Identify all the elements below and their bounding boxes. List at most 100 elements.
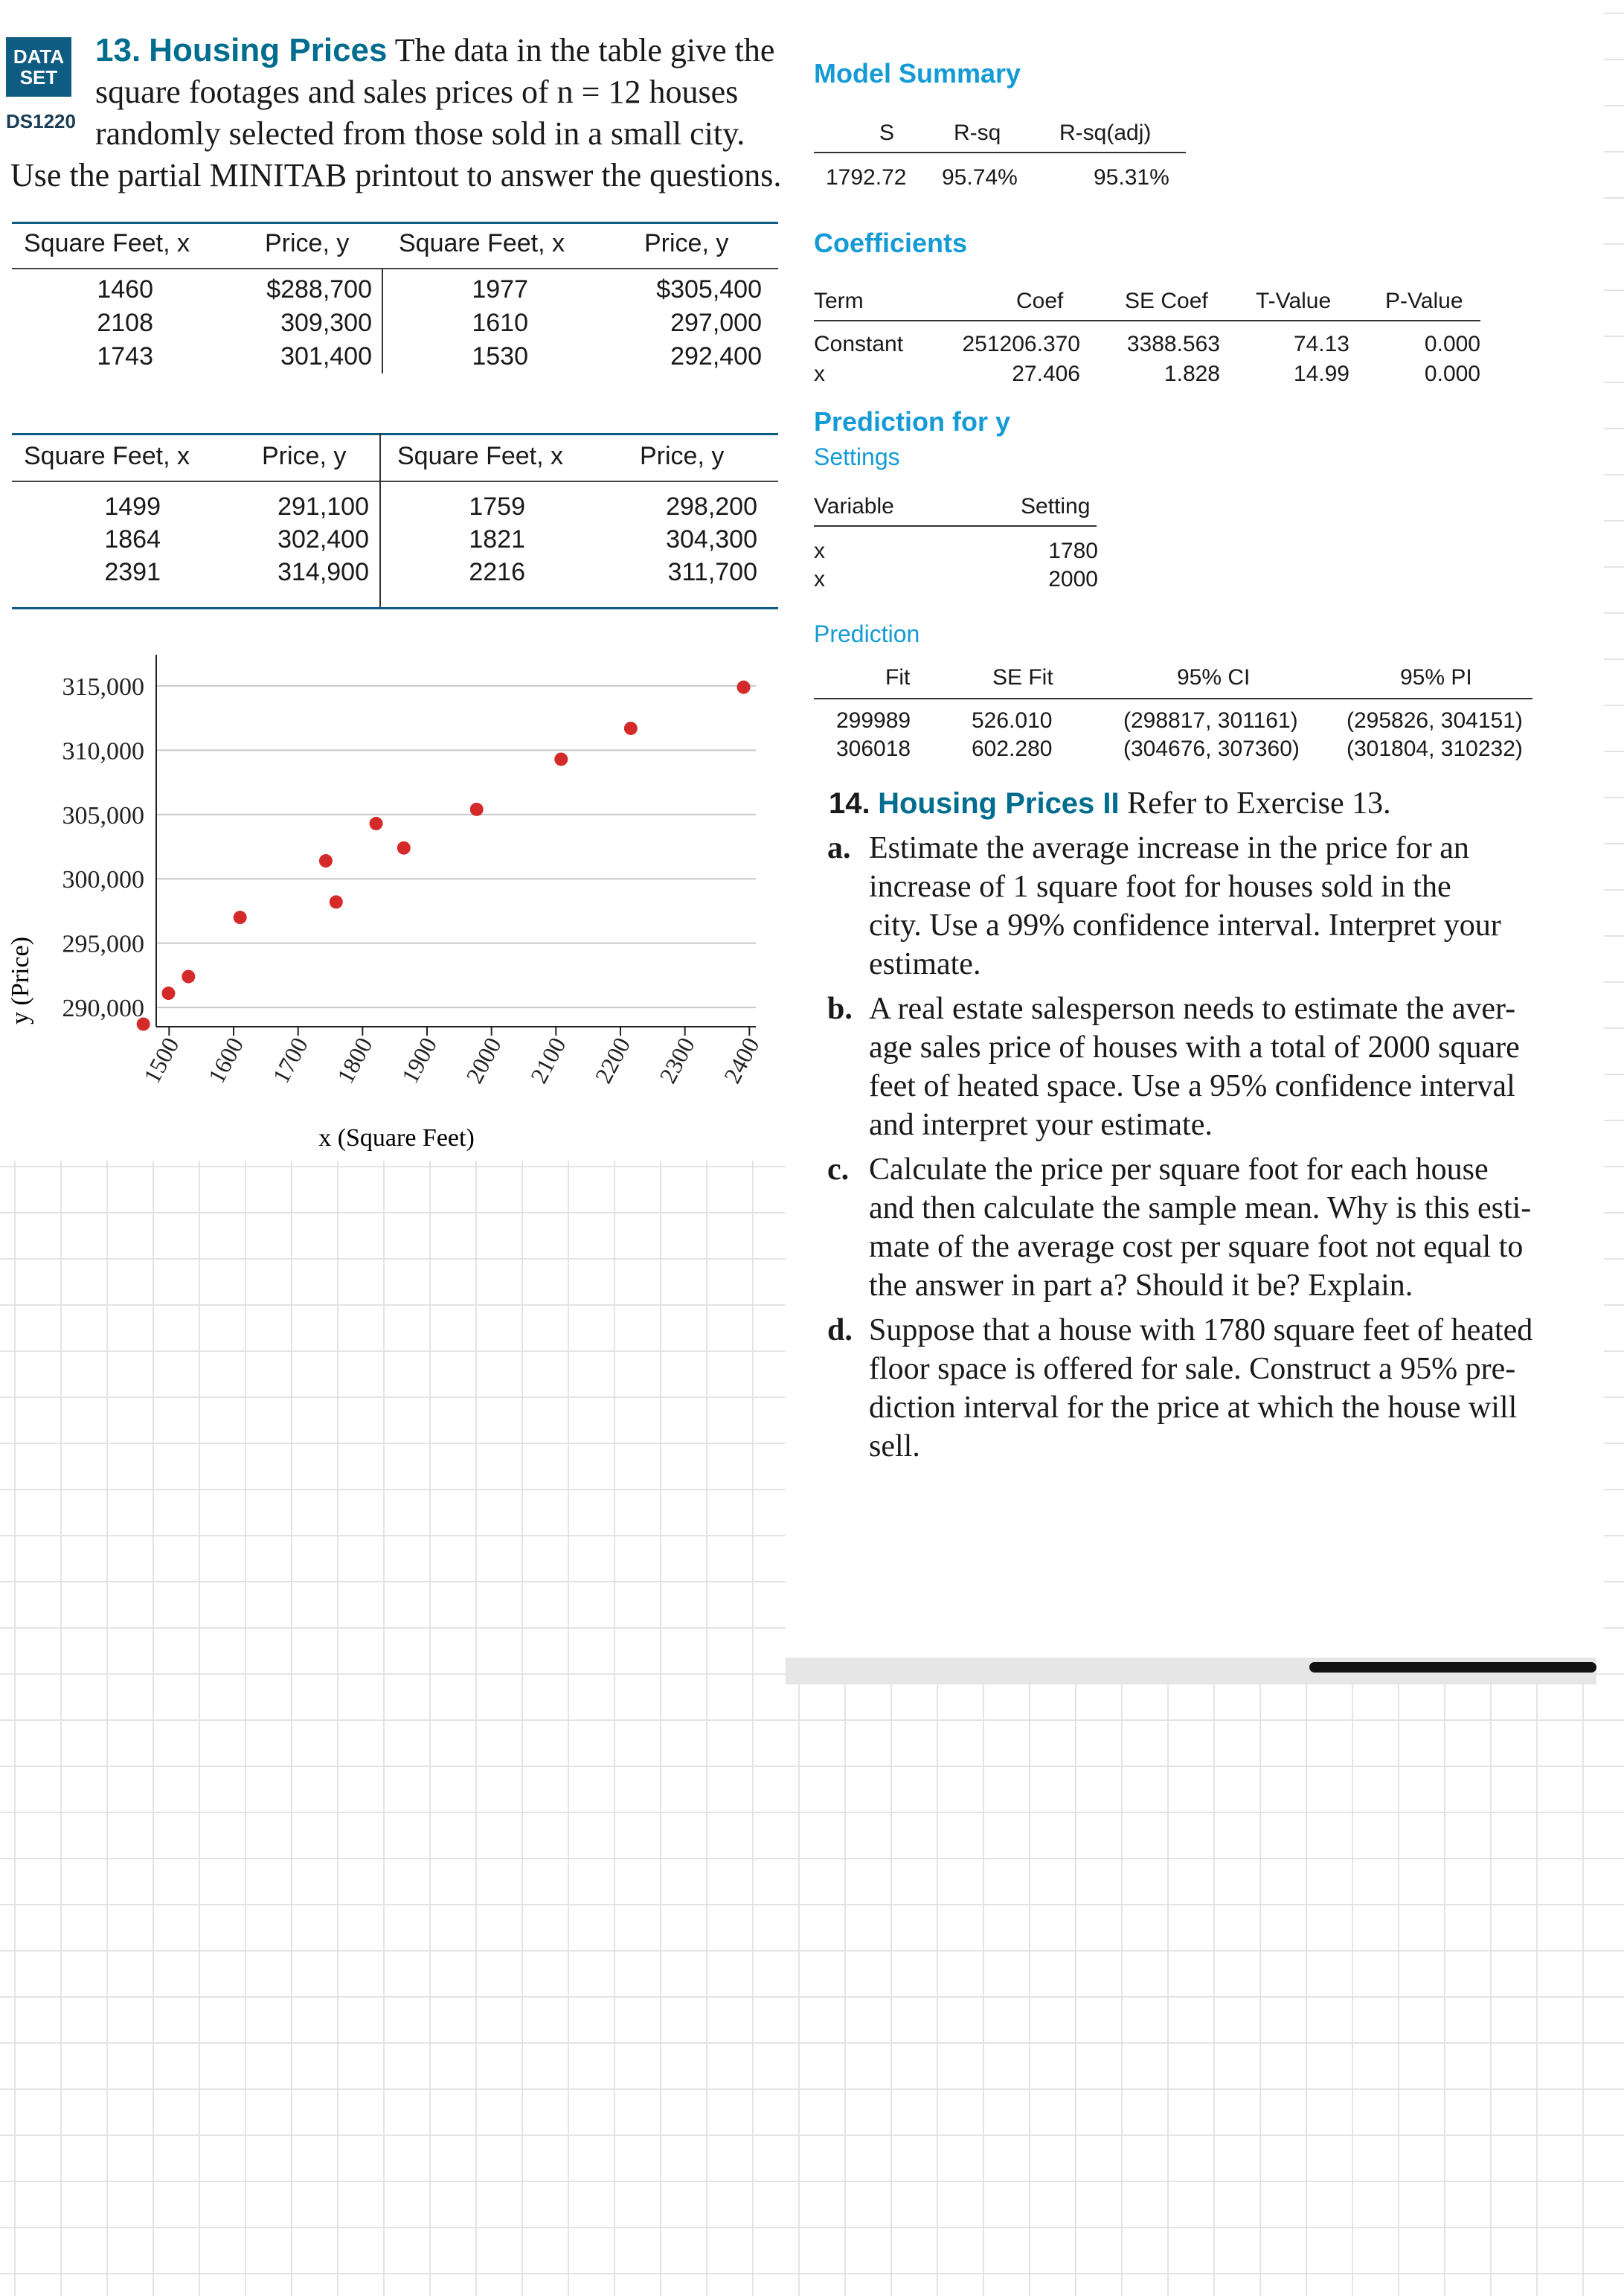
table-cell: 2391 bbox=[104, 558, 161, 586]
table-cell: 1759 bbox=[469, 493, 525, 521]
coef-header-p: P-Value bbox=[1385, 289, 1463, 313]
data-table-2: Square Feet, x Price, y Square Feet, x P… bbox=[12, 433, 778, 612]
settings-header-setting: Setting bbox=[1021, 494, 1091, 519]
prediction-sefit: 526.010 bbox=[972, 708, 1053, 733]
part-label: a. bbox=[827, 831, 851, 865]
coef-header-term: Term bbox=[814, 289, 864, 313]
exercise-13-title: Housing Prices bbox=[149, 32, 388, 68]
table-cell: 1821 bbox=[469, 525, 525, 554]
chart-data-point bbox=[136, 1017, 150, 1031]
coef-term: x bbox=[814, 362, 825, 386]
data-table-1: Square Feet, x Price, y Square Feet, x P… bbox=[12, 222, 778, 393]
exercise-14-part-a: a. Estimate the average increase in the … bbox=[827, 829, 1579, 984]
chart-data-point bbox=[736, 680, 751, 694]
table-cell: 2216 bbox=[469, 558, 525, 586]
part-label: c. bbox=[827, 1152, 850, 1187]
chart-y-tick-label: 310,000 bbox=[62, 737, 145, 765]
exercise-14-heading: 14. Housing Prices II Refer to Exercise … bbox=[829, 784, 1391, 823]
chart-data-point bbox=[369, 816, 383, 830]
prediction-header-pi: 95% PI bbox=[1400, 665, 1472, 690]
prediction-header-ci: 95% CI bbox=[1177, 665, 1251, 690]
coef-rule bbox=[814, 320, 1480, 321]
chart-y-label: y (Price) bbox=[7, 937, 34, 1024]
chart-x-tick-label: 1700 bbox=[267, 1033, 313, 1087]
exercise-13-number: 13. bbox=[95, 32, 141, 68]
coef-header-se: SE Coef bbox=[1125, 289, 1208, 313]
coef-header-coef: Coef bbox=[1016, 289, 1064, 313]
prediction-rule bbox=[814, 698, 1532, 699]
coef-p: 0.000 bbox=[1424, 362, 1480, 386]
badge-line-2: SET bbox=[19, 66, 58, 89]
part-line: diction interval for the price at which … bbox=[869, 1391, 1518, 1425]
chart-data-point bbox=[623, 721, 638, 735]
table-cell: 2108 bbox=[97, 309, 153, 337]
table-header: Price, y bbox=[265, 229, 350, 257]
table-divider bbox=[382, 269, 383, 373]
part-line: the answer in part a? Should it be? Expl… bbox=[869, 1269, 1413, 1303]
table-header: Square Feet, x bbox=[399, 229, 565, 257]
settings-value: 1780 bbox=[1048, 539, 1098, 563]
table-cell: 1460 bbox=[97, 275, 153, 304]
prediction-pi: (295826, 304151) bbox=[1347, 708, 1523, 733]
part-line: age sales price of houses with a total o… bbox=[869, 1030, 1520, 1065]
table-header: Square Feet, x bbox=[24, 229, 190, 257]
chart-x-ticks: 1500 1600 1700 1800 1900 2000 2100 2200 2300 2400 bbox=[138, 1027, 765, 1088]
coef-header-t: T-Value bbox=[1256, 289, 1332, 313]
settings-rule bbox=[814, 525, 1097, 527]
prediction-header-fit: Fit bbox=[885, 665, 911, 690]
chart-data-point bbox=[318, 854, 333, 868]
prediction-header-sefit: SE Fit bbox=[992, 665, 1053, 690]
chart-x-tick-label: 2300 bbox=[654, 1033, 700, 1087]
table-header-rule bbox=[12, 268, 778, 269]
table-cell: $288,700 bbox=[266, 275, 372, 304]
model-summary-value: 95.74% bbox=[942, 165, 1018, 190]
exercise-13-line-1: 13. Housing Prices The data in the table… bbox=[95, 30, 774, 71]
part-line: estimate. bbox=[869, 947, 981, 981]
table-cell: 292,400 bbox=[670, 342, 762, 371]
coef-t: 74.13 bbox=[1293, 332, 1349, 356]
exercise-14-part-b: b. A real estate salesperson needs to es… bbox=[827, 990, 1579, 1144]
part-label: d. bbox=[827, 1313, 853, 1347]
prediction-title: Prediction bbox=[814, 621, 920, 647]
part-label: b. bbox=[827, 992, 853, 1026]
table-cell: 311,700 bbox=[667, 558, 757, 586]
chart-y-tick-label: 315,000 bbox=[62, 673, 145, 701]
part-line: Suppose that a house with 1780 square fe… bbox=[869, 1313, 1533, 1347]
chart-x-tick-label: 2000 bbox=[460, 1033, 507, 1087]
prediction-sefit: 602.280 bbox=[972, 737, 1053, 761]
table-top-rule bbox=[12, 433, 778, 435]
exercise-14-part-d: d. Suppose that a house with 1780 square… bbox=[827, 1311, 1579, 1466]
model-summary-title: Model Summary bbox=[814, 58, 1021, 89]
part-line: A real estate salesperson needs to estim… bbox=[869, 992, 1516, 1026]
coef-se: 3388.563 bbox=[1126, 332, 1220, 356]
table-header: Square Feet, x bbox=[24, 442, 190, 470]
table-header-rule bbox=[12, 481, 778, 482]
model-summary-value: 1792.72 bbox=[826, 165, 907, 190]
chart-x-tick-label: 2400 bbox=[719, 1033, 765, 1087]
coef-t: 14.99 bbox=[1293, 362, 1349, 386]
model-summary-header: R-sq bbox=[954, 121, 1001, 145]
table-cell: 1530 bbox=[472, 342, 528, 371]
table-header: Price, y bbox=[640, 442, 725, 470]
table-cell: 291,100 bbox=[277, 493, 369, 521]
table-cell: 297,000 bbox=[670, 309, 762, 337]
chart-x-tick-label: 1800 bbox=[332, 1033, 378, 1087]
data-set-code: DS1220 bbox=[6, 110, 76, 132]
data-set-badge: DATA SET bbox=[6, 37, 71, 97]
chart-x-label: x (Square Feet) bbox=[318, 1124, 475, 1152]
scroll-indicator[interactable] bbox=[1309, 1662, 1596, 1673]
model-summary-rule bbox=[814, 152, 1186, 153]
exercise-13-intro-4: Use the partial MINITAB printout to answ… bbox=[10, 157, 782, 193]
part-line: city. Use a 99% confidence interval. Int… bbox=[869, 908, 1501, 943]
prediction-pi: (301804, 310232) bbox=[1347, 737, 1523, 761]
chart-x-tick-label: 2200 bbox=[589, 1033, 635, 1087]
chart-data-point bbox=[233, 911, 247, 925]
table-cell: 1610 bbox=[472, 309, 528, 337]
scatter-plot: 290,000 295,000 300,000 305,000 310,000 315,0… bbox=[7, 655, 765, 1152]
part-line: mate of the average cost per square foot… bbox=[869, 1230, 1524, 1264]
prediction-fit: 299989 bbox=[836, 708, 911, 733]
prediction-fit: 306018 bbox=[836, 737, 911, 761]
exercise-14-number: 14. bbox=[829, 787, 870, 820]
model-summary-value: 95.31% bbox=[1094, 165, 1169, 190]
